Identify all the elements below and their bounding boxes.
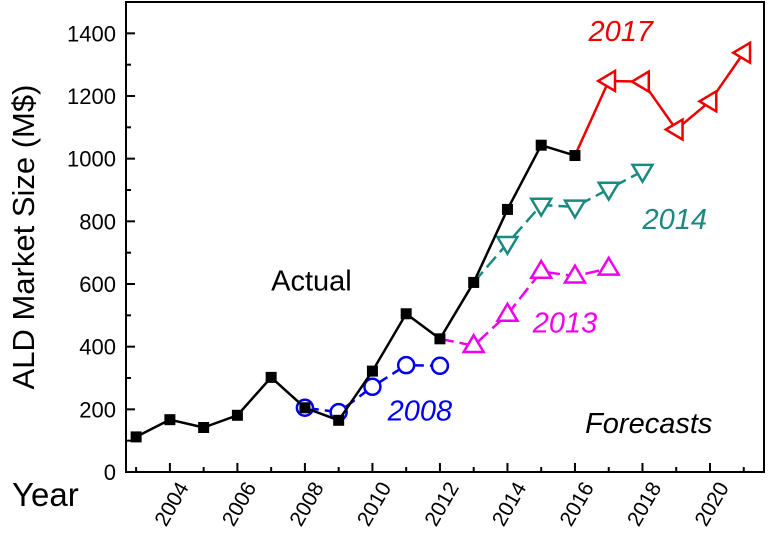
- annotation-y2017: 2017: [587, 16, 654, 48]
- data-point: [396, 355, 416, 375]
- annotation-y2008: 2008: [387, 395, 453, 427]
- annotations: Actual 2008 2013 2014 2017 Forecasts: [271, 16, 712, 440]
- data-point: [265, 371, 277, 383]
- y-tick-label: 600: [79, 272, 116, 297]
- series-actual: [130, 139, 581, 443]
- series-2017: [573, 40, 752, 157]
- x-tick-label: 2010: [353, 478, 396, 530]
- data-point: [164, 414, 176, 426]
- x-tick-label: 2006: [218, 478, 261, 530]
- x-tick-label: 2018: [623, 478, 666, 530]
- data-point: [697, 89, 718, 114]
- data-point: [299, 402, 311, 414]
- data-point: [596, 255, 621, 276]
- plot-frame: [125, 1, 765, 473]
- y-tick-label: 1000: [67, 147, 116, 172]
- annotation-y2014: 2014: [641, 204, 707, 236]
- annotation-y2013: 2013: [532, 308, 598, 340]
- y-tick-label: 0: [104, 460, 116, 485]
- data-point: [495, 301, 520, 322]
- data-point: [630, 163, 655, 185]
- annotation-forecasts: Forecasts: [585, 408, 712, 440]
- data-point: [366, 365, 378, 377]
- x-tick-label: 2014: [488, 478, 531, 530]
- y-tick-label: 200: [79, 397, 116, 422]
- data-point: [569, 150, 581, 162]
- data-point: [501, 203, 513, 215]
- data-point: [333, 414, 345, 426]
- y-tick-label: 400: [79, 335, 116, 360]
- data-point: [663, 117, 684, 142]
- data-point: [730, 40, 752, 65]
- y-axis: 0 200 400 600 800 1000 1200 1400: [67, 21, 135, 485]
- y-tick-label: 800: [79, 209, 116, 234]
- x-tick-label: 2016: [555, 478, 598, 530]
- y-axis-title: ALD Market Size (M$): [6, 85, 41, 390]
- data-point: [529, 197, 554, 218]
- data-point: [434, 333, 446, 345]
- annotation-actual: Actual: [271, 265, 352, 297]
- x-tick-label: 2012: [420, 478, 463, 530]
- data-point: [400, 308, 412, 320]
- series-line: [304, 363, 440, 414]
- data-point: [629, 69, 651, 94]
- series-group: [130, 40, 752, 443]
- data-point: [198, 422, 210, 434]
- data-point: [495, 235, 520, 257]
- data-point: [596, 181, 621, 203]
- data-point: [468, 276, 480, 288]
- x-tick-label: 2020: [691, 478, 734, 530]
- data-point: [562, 263, 588, 284]
- series-2013: [439, 255, 621, 354]
- x-tick-label: 2008: [285, 478, 328, 530]
- data-point: [430, 356, 450, 376]
- series-line: [135, 143, 576, 439]
- x-axis: 2004 2006 2008 2010 2012 2014 2016 2018 2020: [135, 463, 745, 530]
- series-line: [573, 52, 745, 157]
- data-point: [130, 431, 142, 443]
- data-point: [595, 68, 617, 94]
- data-point: [461, 332, 486, 354]
- series-2014: [472, 163, 655, 284]
- data-point: [363, 377, 382, 397]
- data-point: [562, 199, 588, 220]
- y-tick-label: 1200: [67, 84, 116, 109]
- x-axis-title: Year: [12, 476, 79, 513]
- x-tick-label: 2004: [150, 478, 193, 530]
- y-tick-label: 1400: [67, 21, 116, 46]
- data-point: [529, 258, 554, 280]
- data-point: [231, 409, 243, 421]
- data-point: [535, 139, 547, 151]
